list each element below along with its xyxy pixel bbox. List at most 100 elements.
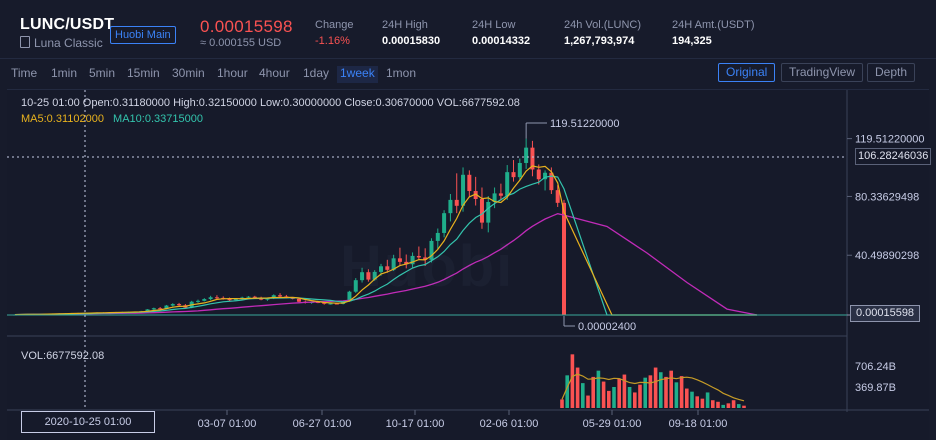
volume-bar <box>627 387 632 408</box>
volume-bar <box>674 382 679 408</box>
volume-ma-line <box>561 373 745 402</box>
timeframe-1day[interactable]: 1day <box>303 66 330 80</box>
candle-body <box>265 298 270 300</box>
candle-body <box>524 147 529 163</box>
volume-bar <box>695 396 699 408</box>
coin-name: Luna Classic <box>20 36 103 50</box>
candle-body <box>246 296 251 298</box>
candle-body <box>296 298 301 302</box>
candle-body <box>214 297 219 299</box>
candle-body <box>549 172 554 191</box>
exchange-badge: Huobi Main <box>110 26 176 44</box>
volume-bar <box>731 400 736 408</box>
ma-info: MA5:0.31102000 MA10:0.33715000 <box>21 113 203 125</box>
candle-body <box>322 302 327 304</box>
candle-body <box>562 202 566 315</box>
candle-body <box>492 193 497 202</box>
candle-body <box>360 272 365 281</box>
timeframe-30min[interactable]: 30min <box>172 66 205 80</box>
kline-chart[interactable]: 119.51220000 80.33629498 40.49890298 706.24… <box>7 89 932 440</box>
volume-bar <box>596 370 601 408</box>
current-price-label: 0.00015598 <box>850 305 920 322</box>
price-tick-label: 119.51220000 <box>855 134 925 146</box>
volume-bar <box>664 376 668 408</box>
coin-icon <box>20 36 30 48</box>
candle-body <box>328 303 333 305</box>
volume-bar <box>716 401 720 408</box>
timeframe-1hour[interactable]: 1hour <box>217 66 248 80</box>
stat-24h-vol: 24h Vol.(LUNC) 1,267,793,974 <box>564 19 641 47</box>
view-tradingview-button[interactable]: TradingView <box>781 63 864 82</box>
volume-bar <box>586 395 590 408</box>
volume-bar <box>705 392 710 408</box>
volume-bar <box>721 404 725 408</box>
candle-body <box>385 266 390 270</box>
volume-bar <box>700 398 705 408</box>
timeframe-1week[interactable]: 1week <box>337 66 378 83</box>
candle-body <box>397 258 402 262</box>
candle-body <box>177 304 182 306</box>
view-original-button[interactable]: Original <box>718 63 776 82</box>
candle-body <box>196 300 200 302</box>
candle-body <box>347 291 352 302</box>
volume-bar <box>737 404 741 408</box>
time-tick-label: 02-06 01:00 <box>480 418 539 430</box>
volume-bar <box>607 390 611 408</box>
candle-body <box>442 213 447 233</box>
volume-bar <box>638 384 642 408</box>
coin-name-text: Luna Classic <box>34 36 103 50</box>
candle-body <box>429 240 434 260</box>
view-depth-button[interactable]: Depth <box>867 63 916 82</box>
last-price: 0.00015598 <box>200 17 293 36</box>
candle-body <box>536 169 541 180</box>
timeframe-time[interactable]: Time <box>11 66 38 80</box>
candle-body <box>202 299 207 301</box>
timeframe-1min[interactable]: 1min <box>51 66 78 80</box>
candle-body <box>379 266 383 272</box>
crosshair-price-label: 106.28246036 <box>855 148 932 165</box>
ma5-line <box>14 165 757 316</box>
candle-body <box>423 257 428 260</box>
candle-body <box>233 299 238 301</box>
ohlc-info: 10-25 01:00 Open:0.31180000 High:0.32150… <box>21 97 520 109</box>
stat-value: 1,267,793,974 <box>564 35 635 47</box>
volume-bar <box>601 381 606 408</box>
timeframe-15min[interactable]: 15min <box>127 66 160 80</box>
candle-body <box>473 191 478 200</box>
stat-label: Change <box>315 19 354 31</box>
volume-bar <box>726 403 731 408</box>
candle-body <box>479 199 484 223</box>
candle-body <box>164 305 169 309</box>
candle-body <box>461 174 466 206</box>
candle-body <box>435 232 440 241</box>
min-marker-label: 0.00002400 <box>578 321 636 333</box>
candle-body <box>410 255 415 265</box>
timeframe-5min[interactable]: 5min <box>89 66 116 80</box>
stat-value: -1.16% <box>315 35 350 47</box>
volume-bar <box>633 392 637 408</box>
ma5-value: MA5:0.31102000 <box>21 113 104 125</box>
volume-bar <box>570 354 575 408</box>
stat-label: 24H Low <box>472 19 516 31</box>
candle-body <box>334 303 339 305</box>
candle-body <box>448 199 453 214</box>
volume-bar <box>742 405 746 408</box>
time-tick-label: 06-27 01:00 <box>293 418 352 430</box>
candle-body <box>227 298 232 301</box>
candle-body <box>511 172 516 178</box>
candle-body <box>158 308 163 310</box>
candle-body <box>498 193 503 196</box>
kline-svg: 119.51220000 80.33629498 40.49890298 706.24… <box>7 90 929 430</box>
timeframe-1mon[interactable]: 1mon <box>386 66 417 80</box>
pair-symbol[interactable]: LUNC/USDT <box>20 16 115 33</box>
candle-body <box>454 199 459 206</box>
volume-bar <box>617 378 621 408</box>
volume-bar <box>622 374 627 408</box>
stat-24h-high: 24H High 0.00015830 <box>382 19 440 47</box>
chart-toolbar: Time 1min 5min 15min 30min 1hour 4hour 1… <box>0 63 936 83</box>
timeframe-4hour[interactable]: 4hour <box>259 66 290 80</box>
volume-bar <box>560 399 564 408</box>
candle-body <box>517 162 522 178</box>
stat-value: 0.00015830 <box>382 35 441 47</box>
ma10-value: MA10:0.33715000 <box>113 113 203 125</box>
